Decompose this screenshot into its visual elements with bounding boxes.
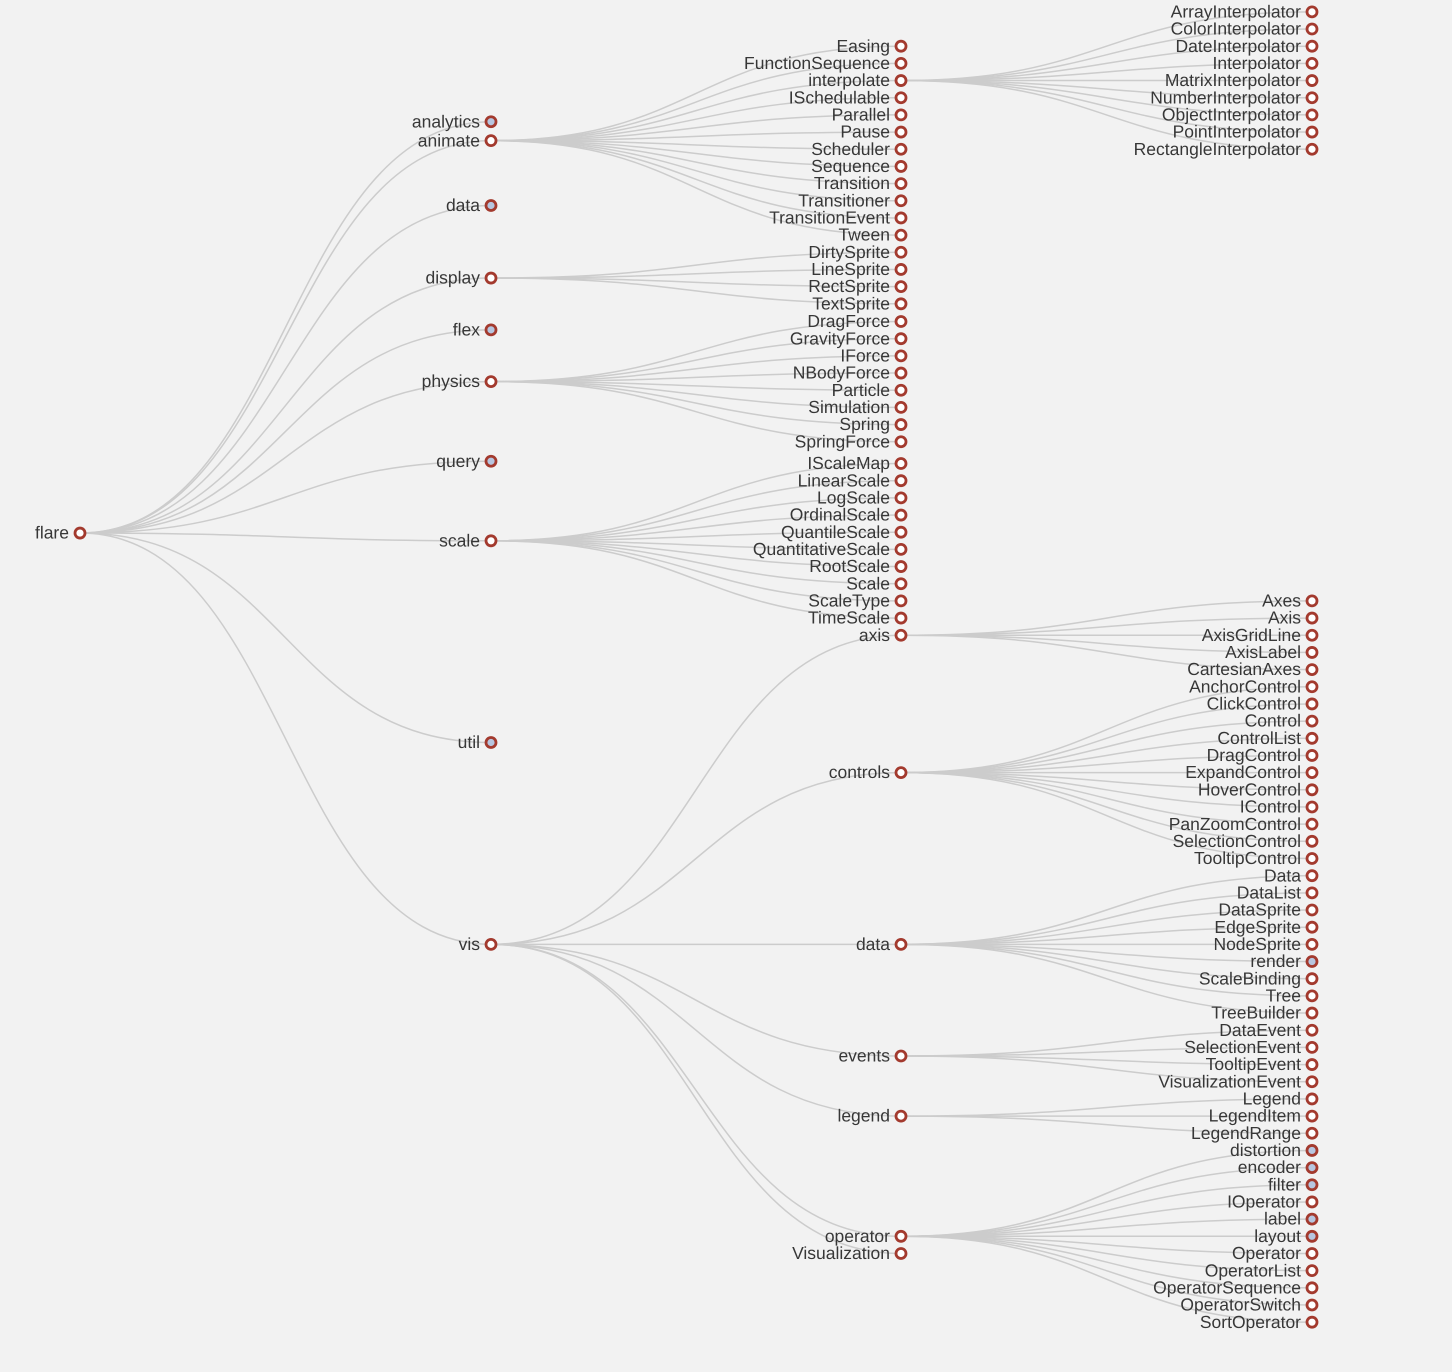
svg-text:flare: flare bbox=[35, 523, 69, 543]
svg-text:RectangleInterpolator: RectangleInterpolator bbox=[1134, 139, 1301, 159]
svg-text:legend: legend bbox=[837, 1106, 890, 1126]
svg-text:controls: controls bbox=[829, 762, 891, 782]
svg-text:SpringForce: SpringForce bbox=[795, 431, 890, 451]
svg-text:flex: flex bbox=[453, 319, 480, 339]
svg-text:vis: vis bbox=[459, 934, 481, 954]
svg-text:display: display bbox=[426, 268, 481, 288]
svg-text:axis: axis bbox=[859, 625, 890, 645]
svg-text:animate: animate bbox=[418, 130, 480, 150]
svg-text:scale: scale bbox=[439, 530, 480, 550]
svg-text:data: data bbox=[446, 195, 480, 215]
svg-text:Visualization: Visualization bbox=[792, 1243, 890, 1263]
svg-text:data: data bbox=[856, 934, 890, 954]
svg-text:events: events bbox=[838, 1046, 890, 1066]
svg-text:util: util bbox=[458, 732, 480, 752]
svg-text:SortOperator: SortOperator bbox=[1200, 1312, 1301, 1332]
svg-text:analytics: analytics bbox=[412, 111, 480, 131]
svg-text:query: query bbox=[436, 451, 480, 471]
svg-text:physics: physics bbox=[422, 371, 481, 391]
